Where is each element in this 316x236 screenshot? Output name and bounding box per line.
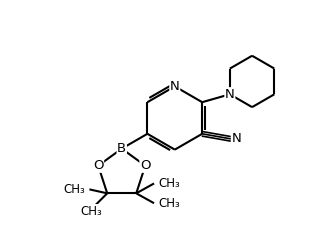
Text: O: O: [140, 159, 150, 172]
Text: B: B: [117, 142, 126, 155]
Text: N: N: [231, 132, 241, 145]
Text: N: N: [170, 80, 180, 93]
Text: O: O: [93, 159, 104, 172]
Text: N: N: [225, 88, 235, 101]
Text: CH₃: CH₃: [64, 183, 85, 196]
Text: CH₃: CH₃: [81, 205, 102, 218]
Text: CH₃: CH₃: [158, 177, 180, 190]
Text: CH₃: CH₃: [158, 197, 180, 210]
